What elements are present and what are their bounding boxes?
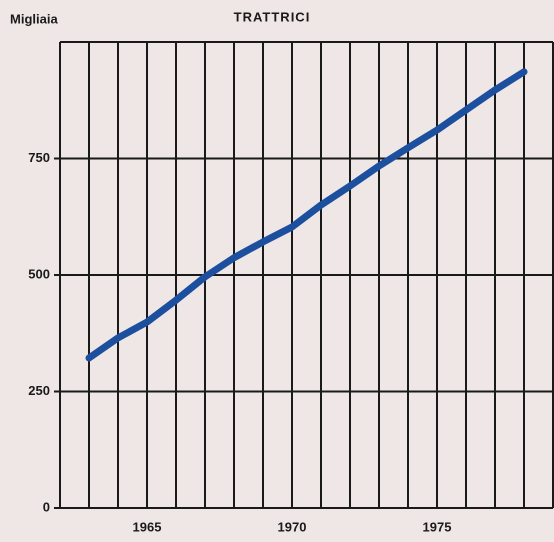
y-axis-label: Migliaia <box>10 11 58 26</box>
y-tick-label: 750 <box>28 150 50 165</box>
x-tick-label: 1970 <box>278 519 307 534</box>
y-tick-label: 250 <box>28 383 50 398</box>
y-tick-label: 0 <box>43 499 50 514</box>
y-tick-label: 500 <box>28 266 50 281</box>
x-tick-label: 1975 <box>423 519 452 534</box>
data-line <box>85 68 528 362</box>
chart-title: TRATTRICI <box>234 9 311 24</box>
x-tick-label: 1965 <box>133 519 162 534</box>
